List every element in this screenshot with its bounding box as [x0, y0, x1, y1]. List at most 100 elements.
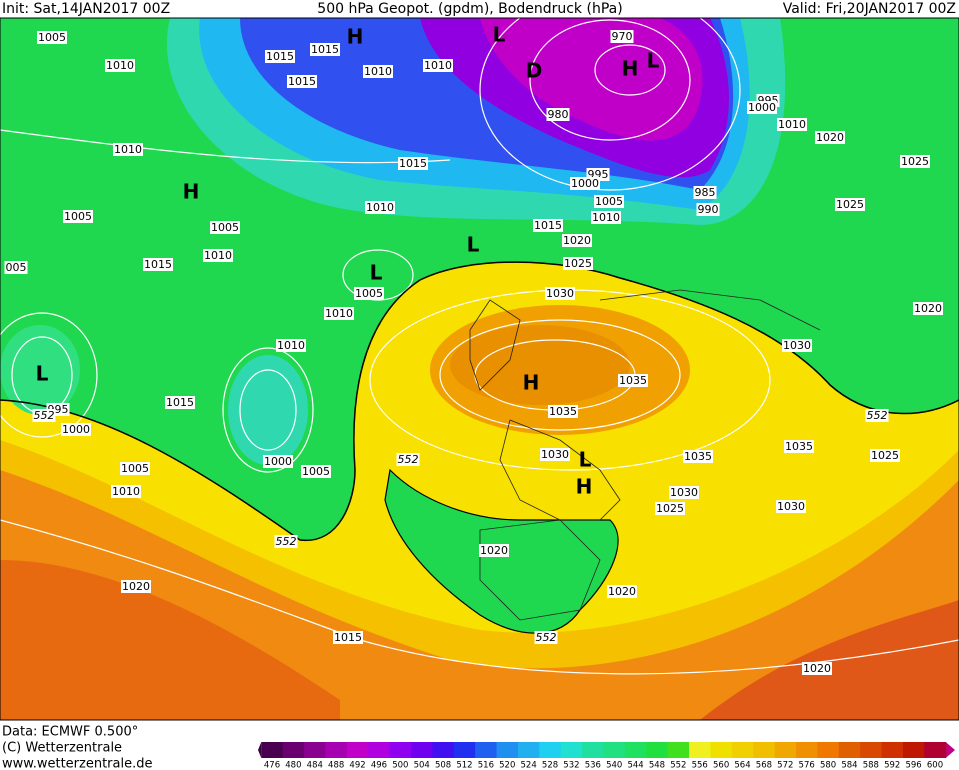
isobar-label-box — [263, 455, 293, 468]
scale-cell — [496, 742, 519, 758]
isobar-label-box — [301, 465, 331, 478]
scale-label: 484 — [307, 761, 323, 770]
isobar-label-box — [61, 423, 91, 436]
isobar-label: 1020 — [563, 234, 591, 247]
isobar-label-box — [354, 287, 384, 300]
scale-label: 476 — [264, 761, 280, 770]
scale-cell — [667, 742, 690, 758]
scale-label: 596 — [905, 761, 921, 770]
isobar-label-box — [545, 287, 575, 300]
scale-cell — [689, 742, 711, 758]
scale-label: 516 — [478, 761, 494, 770]
pressure-center: H — [523, 371, 540, 395]
isobar-label-box — [693, 186, 717, 199]
isobar-label: 1025 — [871, 449, 899, 462]
isobar-label: 1005 — [595, 195, 623, 208]
isobar-label-box — [120, 462, 150, 475]
isobar-label-box — [365, 201, 395, 214]
pressure-center: L — [579, 448, 592, 472]
isobar-label-box — [683, 450, 713, 463]
isobar-label: 1005 — [38, 31, 66, 44]
scale-cell — [838, 742, 861, 758]
isobar-label: 1005 — [121, 462, 149, 475]
isobar-label-box — [121, 580, 151, 593]
data-source: Data: ECMWF 0.500° — [2, 725, 138, 740]
scale-cell — [624, 742, 647, 758]
isobar-label: 1030 — [783, 339, 811, 352]
scale-cell — [325, 742, 348, 758]
isobar-label-box — [363, 65, 393, 78]
isobar-label: 1005 — [211, 221, 239, 234]
isobar-label-box — [37, 31, 67, 44]
scale-label: 500 — [392, 761, 408, 770]
scale-label: 512 — [456, 761, 472, 770]
isobar-label: 990 — [698, 203, 719, 216]
isobar-label-box — [591, 211, 621, 224]
isobar-label-box — [669, 486, 699, 499]
isobar-label-box — [423, 59, 453, 72]
scale-label: 544 — [627, 761, 643, 770]
isobar-label: 1010 — [366, 201, 394, 214]
isobar-label: 1030 — [777, 500, 805, 513]
scale-cell — [304, 742, 326, 758]
isobar-label-box — [835, 198, 865, 211]
isobar-label: 1000 — [748, 101, 776, 114]
isobar-label: 985 — [695, 186, 716, 199]
isobar-label: 1010 — [277, 339, 305, 352]
scale-label: 560 — [713, 761, 729, 770]
isobar-label: 1010 — [778, 118, 806, 131]
isobar-label: 1000 — [264, 455, 292, 468]
scale-cell — [411, 742, 433, 758]
scale-label: 552 — [670, 761, 686, 770]
scale-cell — [261, 742, 284, 758]
isobar-label: 1015 — [288, 75, 316, 88]
isobar-label: 1015 — [334, 631, 362, 644]
pressure-center: L — [36, 362, 49, 386]
isobar-label-box — [900, 155, 930, 168]
isobar-label-box — [802, 662, 832, 675]
scale-label: 524 — [521, 761, 537, 770]
isobar-label: 1030 — [670, 486, 698, 499]
isobar-label: 1005 — [355, 287, 383, 300]
pressure-center: L — [370, 261, 383, 285]
isobar-label: 1020 — [480, 544, 508, 557]
scale-label: 536 — [585, 761, 601, 770]
scale-cell — [603, 742, 626, 758]
scale-label: 564 — [734, 761, 750, 770]
scale-cell — [924, 742, 947, 758]
pressure-center: L — [647, 49, 660, 73]
scale-cell — [368, 742, 391, 758]
pressure-center: L — [467, 233, 480, 257]
pressure-center: H — [576, 475, 593, 499]
scale-label: 548 — [649, 761, 665, 770]
isobar-label: 1010 — [204, 249, 232, 262]
isobar-label: 1015 — [166, 396, 194, 409]
isobar-label: 1020 — [608, 585, 636, 598]
scale-label: 592 — [884, 761, 900, 770]
scale-cell — [517, 742, 540, 758]
isobar-label: 1035 — [549, 405, 577, 418]
scale-cell — [774, 742, 797, 758]
scale-cell — [902, 742, 925, 758]
scale-cell — [453, 742, 476, 758]
scale-cell — [881, 742, 904, 758]
scale-label: 508 — [435, 761, 451, 770]
isobar-label-box — [546, 108, 570, 121]
valid-time: Valid: Fri,20JAN2017 00Z — [783, 1, 956, 17]
scale-label: 492 — [349, 761, 365, 770]
isobar-label-box — [210, 221, 240, 234]
isobar-label: 1010 — [106, 59, 134, 72]
isobar-label-box — [594, 195, 624, 208]
scale-cell — [646, 742, 669, 758]
scale-label: 576 — [799, 761, 815, 770]
isobar-label: 1015 — [311, 43, 339, 56]
scale-label: 520 — [499, 761, 515, 770]
scale-cell — [710, 742, 733, 758]
isobar-label-box — [562, 234, 592, 247]
isobar-label-box — [113, 143, 143, 156]
website: www.wetterzentrale.de — [2, 757, 152, 770]
isobar-label-box — [563, 257, 593, 270]
isobar-label: 1010 — [364, 65, 392, 78]
contour-label: 552 — [276, 535, 297, 548]
